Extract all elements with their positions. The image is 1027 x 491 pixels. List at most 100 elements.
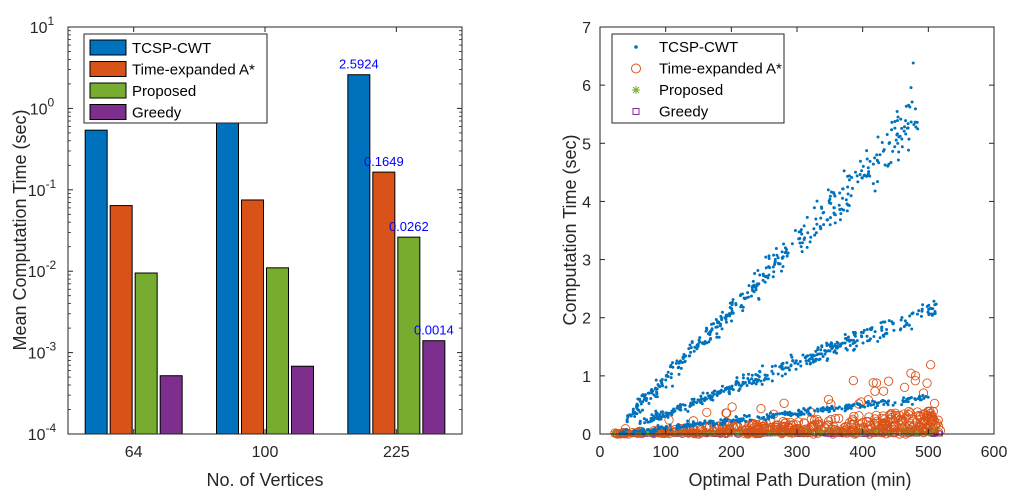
scatter-point-tcsp-cwt <box>878 153 882 157</box>
scatter-point-tcsp-cwt <box>819 205 823 209</box>
scatter-point-tcsp-cwt <box>758 273 762 277</box>
scatter-point-tcsp-cwt <box>655 414 659 418</box>
scatter-point-tcsp-cwt <box>691 420 695 424</box>
bar-x-tick-label: 64 <box>125 444 143 461</box>
scatter-point-tcsp-cwt <box>841 187 845 191</box>
bar-y-axis-label: Mean Computation Time (sec) <box>10 109 30 350</box>
scatter-point-tcsp-cwt <box>887 319 891 323</box>
scatter-point-tcsp-cwt <box>818 357 822 361</box>
scatter-point-tcsp-cwt <box>839 212 843 216</box>
scatter-point-tcsp-cwt <box>645 428 649 432</box>
scatter-point-tcsp-cwt <box>710 327 714 331</box>
scatter-point-tcsp-cwt <box>771 372 775 376</box>
scatter-point-tcsp-cwt <box>686 409 690 413</box>
scatter-point-tcsp-cwt <box>654 429 658 433</box>
scatter-point-tcsp-cwt <box>750 286 754 290</box>
scatter-point-tcsp-cwt <box>771 414 775 418</box>
scatter-point-tcsp-cwt <box>710 395 714 399</box>
scatter-point-tcsp-cwt <box>902 125 906 129</box>
scatter-point-tcsp-cwt <box>823 352 827 356</box>
scatter-point-tcsp-cwt <box>809 353 813 357</box>
scatter-point-tcsp-cwt <box>664 411 668 415</box>
bar-y-tick-label: 10-3 <box>28 340 57 363</box>
scatter-point-tcsp-cwt <box>761 278 765 282</box>
scatter-point-tcsp-cwt <box>828 194 832 198</box>
scatter-point-time-expanded <box>900 414 910 424</box>
bar <box>84 129 108 435</box>
scatter-point-tcsp-cwt <box>891 149 895 153</box>
scatter-point-tcsp-cwt <box>886 164 890 168</box>
scatter-point-tcsp-cwt <box>801 353 805 357</box>
scatter-x-tick-label: 600 <box>981 444 1008 461</box>
scatter-point-tcsp-cwt <box>702 421 706 425</box>
bar-legend: TCSP-CWT Time-expanded A* Proposed Greedy <box>83 33 268 124</box>
scatter-point-tcsp-cwt <box>885 328 889 332</box>
scatter-y-tick-label: 2 <box>582 311 591 328</box>
scatter-point-tcsp-cwt <box>760 382 764 386</box>
scatter-point-tcsp-cwt <box>819 348 823 352</box>
scatter-point-tcsp-cwt <box>911 61 915 65</box>
scatter-point-tcsp-cwt <box>842 169 846 173</box>
scatter-point-tcsp-cwt <box>871 162 875 166</box>
scatter-point-tcsp-cwt <box>720 310 724 314</box>
bar-x-ticks: 64 100 225 <box>125 27 410 461</box>
bar-legend-label: TCSP-CWT <box>132 40 211 57</box>
scatter-point-tcsp-cwt <box>681 356 685 360</box>
scatter-point-tcsp-cwt <box>844 198 848 202</box>
scatter-point-tcsp-cwt <box>670 409 674 413</box>
scatter-point-tcsp-cwt <box>904 132 908 136</box>
scatter-point-tcsp-cwt <box>852 333 856 337</box>
scatter-point-tcsp-cwt <box>776 256 780 260</box>
scatter-point-tcsp-cwt <box>735 415 739 419</box>
scatter-point-time-expanded <box>899 409 909 419</box>
scatter-point-tcsp-cwt <box>871 182 875 186</box>
scatter-point-tcsp-cwt <box>749 294 753 298</box>
scatter-point-tcsp-cwt <box>807 407 811 411</box>
scatter-point-tcsp-cwt <box>639 402 643 406</box>
scatter-point-tcsp-cwt <box>836 341 840 345</box>
scatter-point-tcsp-cwt <box>859 404 863 408</box>
scatter-point-tcsp-cwt <box>757 378 761 382</box>
scatter-point-tcsp-cwt <box>811 360 815 364</box>
scatter-point-tcsp-cwt <box>888 141 892 145</box>
scatter-point-tcsp-cwt <box>819 226 823 230</box>
scatter-point-tcsp-cwt <box>715 332 719 336</box>
scatter-point-tcsp-cwt <box>900 403 904 407</box>
scatter-point-tcsp-cwt <box>650 419 654 423</box>
scatter-legend: TCSP-CWT Time-expanded A* Proposed Greedy <box>611 33 785 124</box>
scatter-point-tcsp-cwt <box>809 361 813 365</box>
scatter-points <box>610 61 946 439</box>
scatter-point-tcsp-cwt <box>775 253 779 257</box>
scatter-point-tcsp-cwt <box>903 319 907 323</box>
scatter-point-tcsp-cwt <box>715 335 719 339</box>
scatter-point-tcsp-cwt <box>798 360 802 364</box>
scatter-point-tcsp-cwt <box>834 406 838 410</box>
scatter-legend-marker <box>632 86 640 94</box>
scatter-point-time-expanded <box>906 368 916 378</box>
scatter-point-tcsp-cwt <box>806 231 810 235</box>
scatter-point-tcsp-cwt <box>858 159 862 163</box>
scatter-point-tcsp-cwt <box>656 423 660 427</box>
scatter-point-time-expanded <box>903 423 913 433</box>
scatter-x-tick-label: 300 <box>784 444 811 461</box>
scatter-point-tcsp-cwt <box>664 385 668 389</box>
scatter-point-time-expanded <box>823 394 834 405</box>
scatter-point-tcsp-cwt <box>728 385 732 389</box>
scatter-point-tcsp-cwt <box>705 391 709 395</box>
scatter-point-tcsp-cwt <box>745 383 749 387</box>
scatter-point-tcsp-cwt <box>697 338 701 342</box>
scatter-point-tcsp-cwt <box>772 270 776 274</box>
scatter-legend-label: Time-expanded A* <box>659 61 782 78</box>
scatter-point-tcsp-cwt <box>720 384 724 388</box>
scatter-point-tcsp-cwt <box>699 394 703 398</box>
scatter-point-tcsp-cwt <box>840 407 844 411</box>
scatter-point-time-expanded <box>719 424 729 434</box>
scatter-point-tcsp-cwt <box>827 406 831 410</box>
scatter-point-tcsp-cwt <box>881 149 885 153</box>
scatter-point-tcsp-cwt <box>871 399 875 403</box>
scatter-point-tcsp-cwt <box>889 160 893 164</box>
scatter-point-time-expanded <box>750 427 760 438</box>
scatter-point-tcsp-cwt <box>741 376 745 380</box>
scatter-point-tcsp-cwt <box>665 413 669 417</box>
scatter-point-tcsp-cwt <box>751 279 755 283</box>
